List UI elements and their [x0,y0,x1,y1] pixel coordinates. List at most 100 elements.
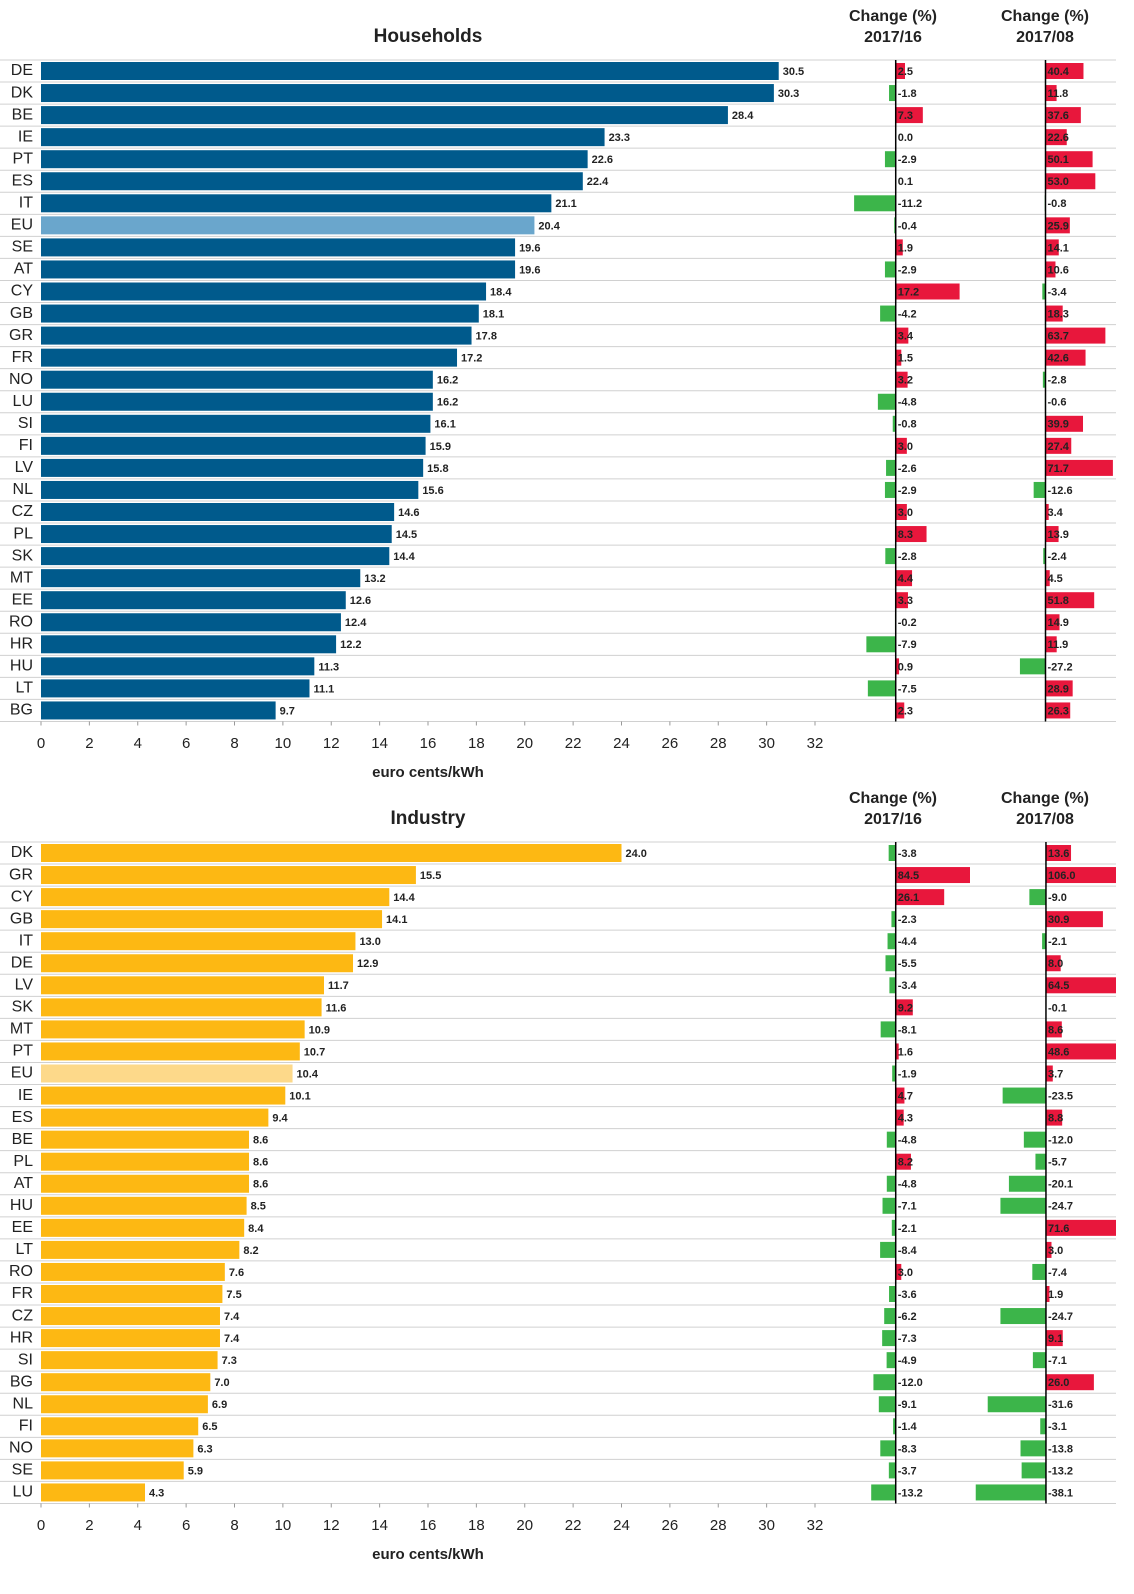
category-label: EU [11,1065,33,1082]
value-label: 12.4 [345,617,367,629]
x-tick-label: 8 [230,735,238,752]
bar [41,1086,286,1105]
x-tick-label: 8 [230,1517,238,1534]
change-label: -38.1 [1048,1487,1073,1499]
value-label: 22.4 [587,176,609,188]
change-label: -4.8 [898,1179,917,1191]
change-label: -11.2 [898,198,922,210]
change-bar [886,1131,896,1148]
change-bar [1045,129,1067,146]
change-bar [895,1109,904,1126]
x-tick-label: 12 [323,1517,340,1534]
change-bar [1045,63,1084,79]
change-label: -27.2 [1048,661,1073,673]
bar [41,888,390,907]
change-bar [895,239,903,256]
change-bar [1000,1308,1046,1325]
change-bar [880,305,896,322]
value-label: 16.2 [437,397,458,409]
value-label: 12.6 [350,595,371,607]
value-label: 8.6 [253,1135,268,1147]
x-tick-label: 26 [662,735,679,752]
category-label: DK [11,84,34,101]
change-bar [885,955,896,972]
value-label: 21.1 [555,198,576,210]
change-label: 1.9 [1048,1289,1063,1301]
category-label: SI [18,415,33,432]
change-bar [1045,1065,1053,1082]
change-bar [1045,1021,1062,1038]
value-label: 8.4 [248,1223,264,1235]
change-label: -2.9 [898,154,917,166]
bar [41,1417,199,1436]
x-tick-label: 24 [613,735,630,752]
change-label: 71.6 [1048,1223,1069,1235]
column-header: Change (%) [849,790,937,807]
bar [41,106,728,125]
change-label: 26.0 [1048,1377,1069,1389]
category-label: HU [10,1197,33,1214]
change-label: -31.6 [1048,1399,1073,1411]
change-label: 3.0 [898,441,913,453]
change-bar [895,504,907,520]
change-bar [889,977,896,994]
change-bar [1045,1286,1050,1302]
change-bar [895,592,908,609]
change-label: -2.8 [898,551,917,563]
bar [41,1262,225,1281]
change-bar [895,371,908,388]
change-label: 7.3 [898,110,913,122]
value-label: 11.7 [328,980,349,992]
change-bar [895,63,905,79]
change-label: 3.2 [898,375,913,387]
chart-title: Industry [391,808,466,829]
change-label: 1.9 [898,242,913,254]
category-label: LT [16,1241,34,1258]
bar [41,84,774,103]
bar [41,304,479,323]
bar [41,1130,250,1149]
change-label: -3.4 [898,980,918,992]
change-label: 48.6 [1048,1046,1069,1058]
bar [41,569,361,588]
change-bar [975,1484,1046,1501]
change-bar [885,548,896,565]
change-bar [889,85,896,102]
change-bar [882,1330,896,1347]
change-label: 8.0 [1048,958,1063,970]
change-label: 13.6 [1048,848,1069,860]
change-bar [1045,504,1049,520]
change-bar [895,437,907,454]
category-label: SE [12,239,33,256]
change-label: 3.0 [898,1267,913,1279]
category-label: FI [19,437,33,454]
change-bar [1045,955,1061,972]
change-label: -24.7 [1048,1201,1073,1213]
category-label: HU [10,658,33,675]
bar [41,370,433,389]
value-label: 9.7 [280,705,295,717]
change-label: -4.9 [898,1355,917,1367]
change-label: 30.9 [1048,914,1069,926]
x-tick-label: 2 [85,1517,93,1534]
value-label: 6.5 [202,1421,217,1433]
bar [41,238,516,257]
change-label: 106.0 [1048,870,1076,882]
change-label: -0.4 [898,220,918,232]
change-bar [1042,283,1046,300]
column-header: 2017/16 [864,811,922,828]
bar [41,910,383,929]
x-tick-label: 30 [758,735,775,752]
category-label: AT [14,261,33,278]
change-bar [1032,1263,1046,1280]
change-bar [1045,867,1116,884]
change-label: 11.9 [1048,639,1069,651]
change-label: -12.0 [898,1377,923,1389]
change-label: 27.4 [1048,441,1070,453]
category-label: BE [12,1131,33,1148]
change-label: 9.1 [1048,1333,1063,1345]
category-label: DK [11,844,34,861]
category-label: LU [13,1484,33,1501]
change-label: -9.1 [898,1399,917,1411]
bar [41,635,337,654]
